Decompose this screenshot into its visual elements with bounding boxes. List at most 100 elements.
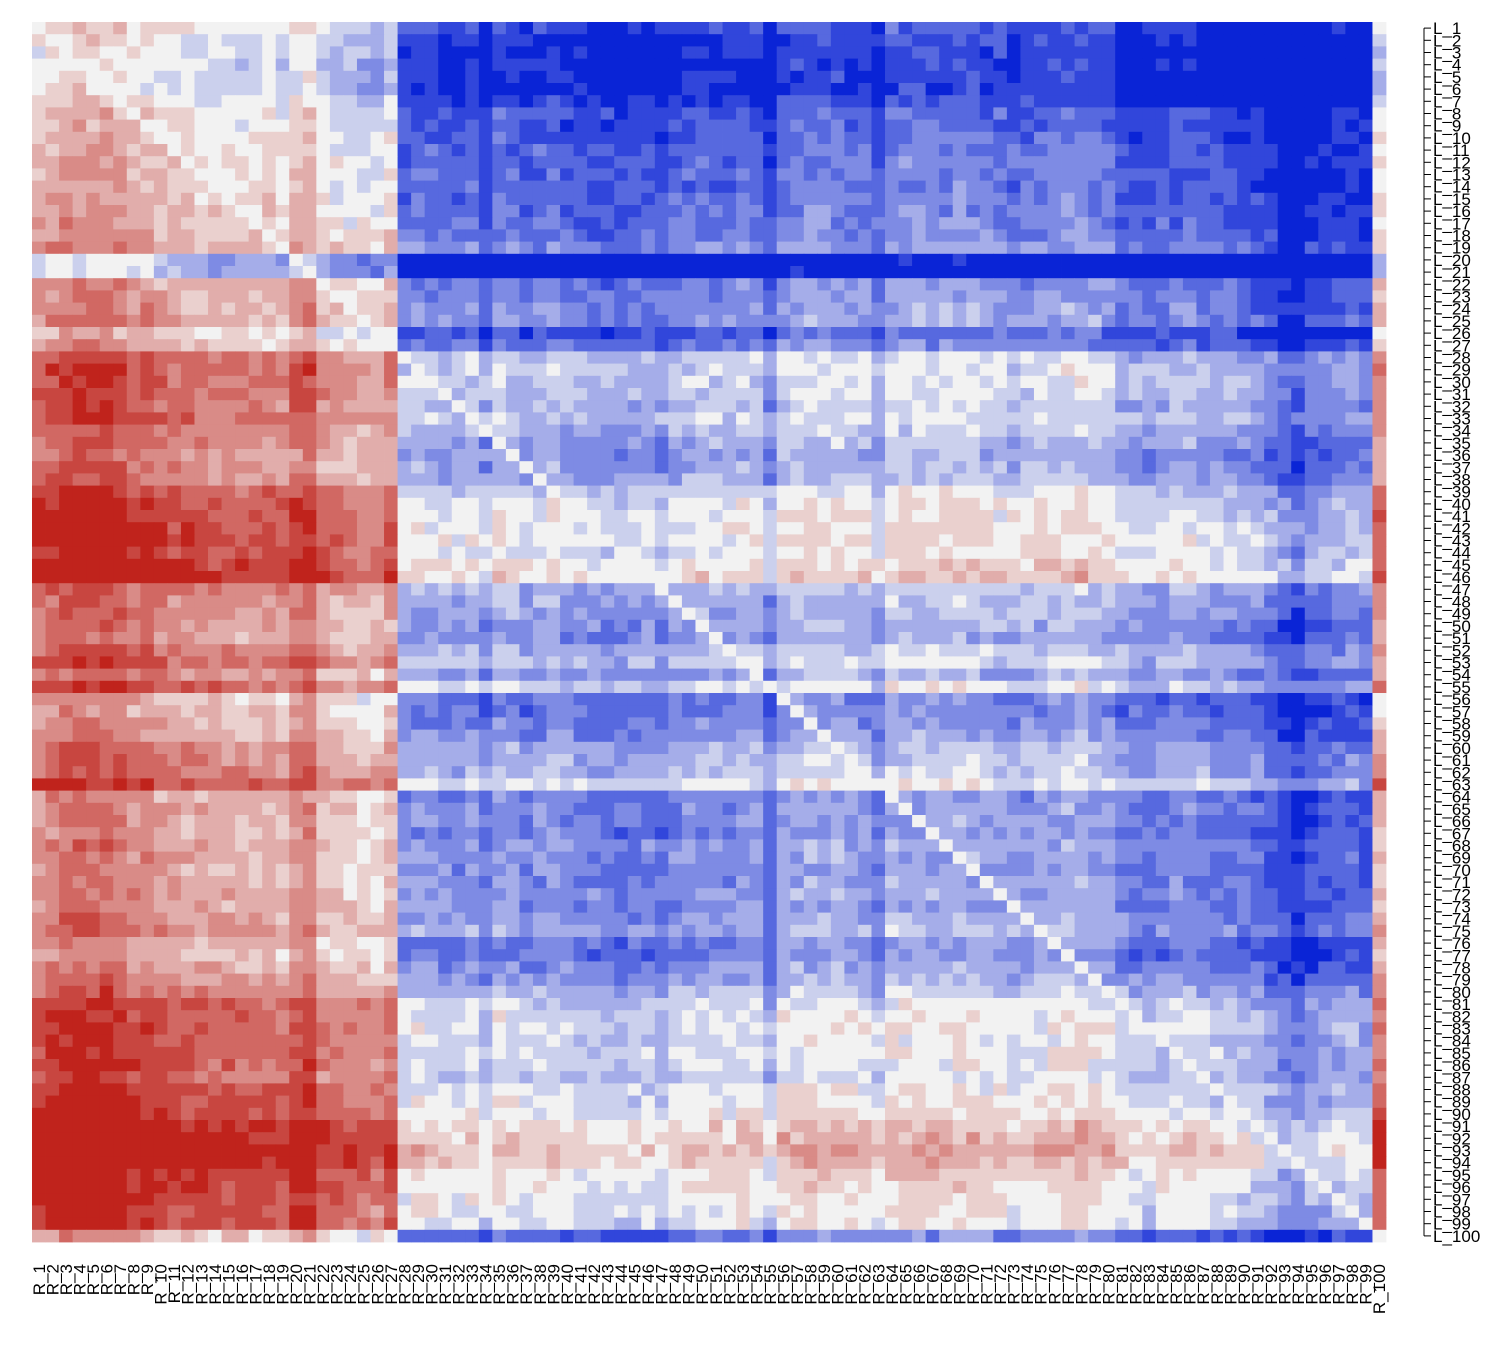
heatmap-cell: [830, 217, 845, 230]
heatmap-cell: [86, 144, 101, 157]
heatmap-cell: [898, 278, 913, 291]
heatmap-cell: [993, 558, 1008, 572]
heatmap-cell: [1088, 22, 1103, 35]
heatmap-cell: [32, 241, 46, 255]
heatmap-cell: [72, 156, 87, 169]
heatmap-cell: [560, 290, 574, 303]
heatmap-cell: [1115, 473, 1130, 486]
heatmap-cell: [668, 229, 683, 242]
heatmap-cell: [451, 400, 466, 413]
heatmap-cell: [1115, 302, 1130, 316]
heatmap-cell: [86, 607, 101, 621]
heatmap-cell: [966, 571, 981, 584]
heatmap-cell: [912, 241, 927, 255]
heatmap-cell: [1358, 192, 1373, 206]
heatmap-cell: [681, 583, 696, 596]
heatmap-cell: [289, 144, 304, 157]
heatmap-cell: [1304, 534, 1319, 547]
heatmap-cell: [72, 485, 87, 499]
heatmap-cell: [709, 314, 723, 328]
heatmap-cell: [343, 95, 358, 108]
heatmap-cell: [830, 253, 845, 267]
heatmap-cell: [1088, 461, 1103, 474]
heatmap-cell: [1358, 180, 1373, 194]
heatmap-cell: [790, 327, 805, 340]
heatmap-cell: [627, 278, 642, 291]
heatmap-cell: [1088, 46, 1103, 59]
heatmap-cell: [126, 302, 141, 316]
heatmap-cell: [1291, 180, 1306, 194]
heatmap-cell: [1088, 290, 1103, 303]
heatmap-cell: [668, 156, 683, 169]
heatmap-cell: [1115, 546, 1130, 560]
heatmap-cell: [1061, 412, 1075, 425]
heatmap-cell: [1209, 558, 1224, 572]
heatmap-cell: [885, 131, 899, 145]
heatmap-cell: [1209, 156, 1224, 169]
heatmap-cell: [803, 83, 818, 96]
heatmap-cell: [235, 327, 250, 340]
heatmap-cell: [614, 229, 629, 242]
heatmap-cell: [505, 327, 520, 340]
heatmap-cell: [776, 290, 791, 303]
heatmap-cell: [1250, 449, 1265, 462]
heatmap-cell: [681, 327, 696, 340]
heatmap-cell: [654, 83, 669, 96]
heatmap-cell: [86, 253, 101, 267]
heatmap-cell: [925, 34, 940, 47]
heatmap-cell: [1223, 95, 1238, 108]
heatmap-cell: [546, 302, 561, 316]
heatmap-cell: [1061, 217, 1075, 230]
heatmap-cell: [1358, 156, 1373, 169]
heatmap-cell: [1331, 558, 1346, 572]
heatmap-cell: [356, 119, 371, 133]
heatmap-cell: [912, 558, 927, 572]
heatmap-cell: [1006, 107, 1021, 120]
heatmap-cell: [438, 192, 453, 206]
heatmap-cell: [59, 400, 74, 413]
heatmap-cell: [898, 58, 913, 72]
heatmap-cell: [126, 241, 141, 255]
heatmap-cell: [262, 558, 277, 572]
heatmap-cell: [289, 83, 304, 96]
heatmap-cell: [1115, 583, 1130, 596]
heatmap-cell: [167, 412, 182, 425]
heatmap-cell: [979, 327, 994, 340]
heatmap-cell: [695, 83, 710, 96]
heatmap-cell: [1115, 363, 1130, 377]
heatmap-cell: [451, 95, 466, 108]
heatmap-cell: [465, 375, 480, 389]
heatmap-cell: [1006, 558, 1021, 572]
heatmap-cell: [1061, 241, 1075, 255]
heatmap-cell: [993, 302, 1008, 316]
heatmap-cell: [966, 595, 981, 608]
heatmap-cell: [1331, 253, 1346, 267]
heatmap-cell: [140, 375, 155, 389]
heatmap-cell: [289, 461, 304, 474]
heatmap-cell: [302, 388, 317, 401]
heatmap-cell: [776, 510, 791, 523]
heatmap-cell: [492, 534, 507, 547]
heatmap-cell: [1358, 278, 1373, 291]
heatmap-cell: [1264, 107, 1279, 120]
heatmap-cell: [952, 522, 967, 535]
heatmap-cell: [397, 58, 412, 72]
heatmap-cell: [45, 327, 60, 340]
heatmap-cell: [316, 436, 331, 450]
heatmap-cell: [1020, 156, 1035, 169]
heatmap-cell: [587, 180, 602, 194]
heatmap-cell: [505, 558, 520, 572]
heatmap-cell: [384, 607, 398, 621]
heatmap-cell: [397, 485, 412, 499]
heatmap-cell: [1182, 558, 1197, 572]
heatmap-cell: [248, 546, 263, 560]
heatmap-cell: [329, 595, 344, 608]
heatmap-cell: [126, 583, 141, 596]
heatmap-cell: [113, 412, 128, 425]
heatmap-cell: [1169, 34, 1184, 47]
heatmap-cell: [844, 522, 859, 535]
heatmap-cell: [411, 546, 426, 560]
heatmap-cell: [1372, 180, 1387, 194]
heatmap-cell: [627, 83, 642, 96]
heatmap-cell: [397, 607, 412, 621]
